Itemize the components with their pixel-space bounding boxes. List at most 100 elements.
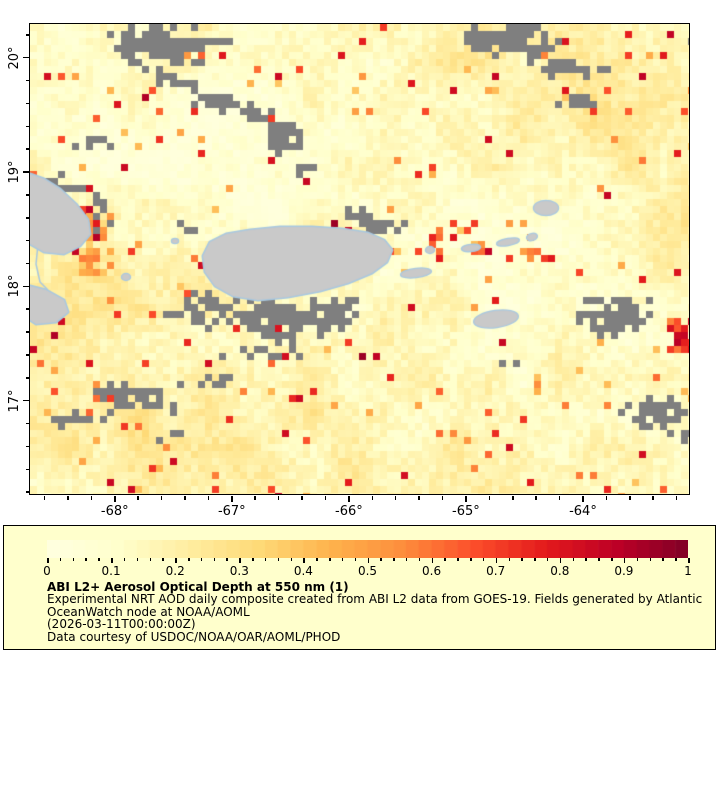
y-axis-minor-tick	[25, 491, 29, 493]
colorbar-minor-tick	[252, 558, 254, 561]
colorbar-minor-tick	[149, 558, 152, 561]
aod-raster-canvas	[30, 24, 689, 494]
y-axis-minor-tick	[25, 102, 29, 105]
y-axis-minor-tick	[25, 308, 29, 310]
x-axis-minor-tick	[629, 496, 631, 500]
colorbar-tick-label: 0.3	[229, 564, 249, 578]
colorbar-minor-tick	[226, 558, 228, 561]
x-axis-minor-tick	[488, 496, 491, 500]
map-plot-area	[29, 23, 690, 495]
y-axis-tick-label: 18°	[7, 274, 22, 298]
x-axis-major-tick	[348, 496, 350, 502]
y-axis-tick-label: 17°	[7, 389, 22, 413]
y-axis-major-tick	[23, 285, 29, 288]
y-axis-minor-tick	[25, 377, 29, 379]
y-axis-minor-tick	[25, 239, 29, 242]
y-axis-minor-tick	[25, 354, 29, 356]
x-axis-minor-tick	[512, 496, 514, 500]
x-axis-tick-label: -67°	[217, 504, 246, 519]
colorbar-minor-tick	[585, 558, 587, 561]
colorbar-tick-label: 0.1	[101, 564, 121, 578]
colorbar-minor-tick	[444, 558, 446, 561]
colorbar-minor-tick	[98, 558, 100, 561]
colorbar-minor-tick	[341, 558, 344, 561]
colorbar-major-tick	[559, 558, 562, 563]
colorbar-minor-tick	[72, 558, 75, 561]
x-axis-major-tick	[231, 496, 233, 502]
colorbar-major-tick	[47, 558, 49, 563]
colorbar-tick-label: 0.4	[293, 564, 313, 578]
y-axis-minor-tick	[25, 194, 29, 196]
y-axis-major-tick	[23, 399, 29, 402]
y-axis-tick-label: 19°	[7, 160, 22, 184]
colorbar-minor-tick	[136, 558, 139, 561]
colorbar-minor-tick	[482, 558, 485, 561]
x-axis-minor-tick	[43, 496, 46, 500]
y-axis-minor-tick	[25, 34, 29, 36]
colorbar	[47, 540, 688, 558]
x-axis-minor-tick	[301, 496, 303, 500]
colorbar-minor-tick	[380, 558, 382, 561]
legend-description-line: Experimental NRT AOD daily composite cre…	[47, 592, 703, 607]
colorbar-tick-label: 0.8	[550, 564, 570, 578]
colorbar-minor-tick	[405, 558, 408, 561]
legend-title: ABI L2+ Aerosol Optical Depth at 550 nm …	[47, 580, 349, 594]
y-axis-minor-tick	[25, 331, 29, 333]
y-axis-minor-tick	[25, 468, 29, 471]
x-axis-major-tick	[582, 496, 584, 502]
colorbar-minor-tick	[572, 558, 575, 561]
x-axis-minor-tick	[535, 496, 537, 500]
y-axis-minor-tick	[25, 125, 29, 128]
colorbar-minor-tick	[418, 558, 421, 561]
colorbar-minor-tick	[521, 558, 523, 561]
colorbar-minor-tick	[675, 558, 677, 561]
x-axis-minor-tick	[90, 496, 93, 500]
colorbar-minor-tick	[188, 558, 190, 561]
colorbar-tick-label: 0.2	[165, 564, 185, 578]
x-axis-minor-tick	[394, 496, 397, 500]
y-axis-major-tick	[23, 56, 29, 59]
colorbar-minor-tick	[636, 558, 639, 561]
x-axis-minor-tick	[324, 496, 327, 500]
x-axis-minor-tick	[558, 496, 561, 500]
colorbar-minor-tick	[457, 558, 459, 561]
legend-text: ABI L2+ Aerosol Optical Depth at 550 nm …	[47, 581, 702, 643]
colorbar-tick-label: 0.7	[486, 564, 506, 578]
legend-box: 0 0.1 0.2 0.3 0.4 0.5 0.6 0.7 0.8 0.9 1 ABI L2+ Ae…	[3, 525, 716, 650]
x-axis-major-tick	[465, 496, 467, 502]
colorbar-minor-tick	[662, 558, 664, 561]
x-axis-minor-tick	[652, 496, 654, 500]
colorbar-tick-label: 1	[684, 564, 692, 578]
x-axis-tick-label: -64°	[569, 504, 597, 519]
colorbar-minor-tick	[316, 558, 318, 561]
colorbar-tick-label: 0.9	[614, 564, 634, 578]
colorbar-tick-label: 0.5	[357, 564, 378, 578]
x-axis-minor-tick	[160, 496, 163, 500]
colorbar-major-tick	[111, 558, 113, 563]
colorbar-minor-tick	[329, 558, 331, 561]
x-axis-minor-tick	[675, 496, 678, 500]
colorbar-major-tick	[367, 558, 369, 563]
colorbar-major-tick	[175, 558, 177, 563]
x-axis-minor-tick	[67, 496, 69, 500]
y-axis-tick-label: 20°	[7, 46, 22, 70]
y-axis-minor-tick	[25, 79, 29, 82]
colorbar-tick-label: 0	[43, 564, 51, 578]
colorbar-minor-tick	[162, 558, 164, 561]
x-axis-minor-tick	[605, 496, 608, 500]
colorbar-major-tick	[688, 558, 690, 563]
x-axis-tick-label: -66°	[335, 504, 363, 519]
colorbar-minor-tick	[290, 558, 293, 561]
colorbar-minor-tick	[611, 558, 613, 561]
x-axis-minor-tick	[441, 496, 444, 500]
x-axis-minor-tick	[371, 496, 374, 500]
colorbar-major-tick	[431, 558, 434, 563]
colorbar-minor-tick	[59, 558, 62, 561]
x-axis-tick-label: -65°	[452, 504, 480, 519]
x-axis-minor-tick	[254, 496, 256, 500]
legend-credit: Data courtesy of USDOC/NOAA/OAR/AOML/PHO…	[47, 629, 341, 644]
colorbar-major-tick	[623, 558, 626, 563]
colorbar-minor-tick	[85, 558, 87, 561]
y-axis-major-tick	[23, 171, 29, 173]
